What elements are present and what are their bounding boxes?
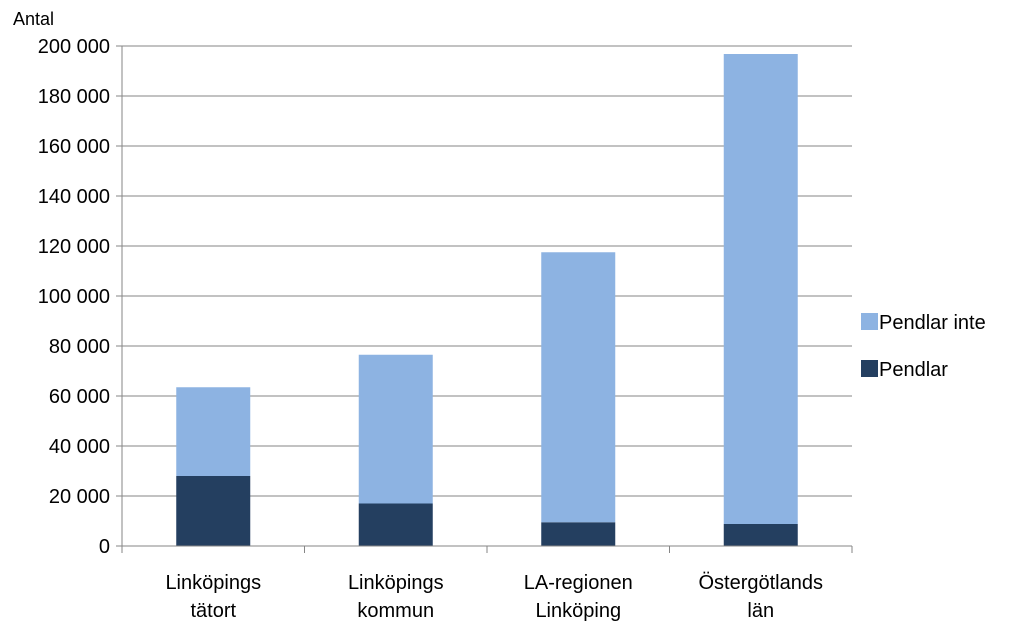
- bar-pendlar-inte-1: [176, 387, 251, 476]
- y-tick-label: 40 000: [49, 436, 110, 458]
- y-tick-label: 200 000: [38, 36, 110, 58]
- legend: Pendlar inte Pendlar: [861, 312, 986, 381]
- legend-swatch: [861, 360, 878, 377]
- legend-swatch: [861, 313, 878, 330]
- x-axis-labels: Linköpings tätort Linköpings kommun LA-regio…: [165, 572, 823, 622]
- bar-pendlar-inte-3: [541, 252, 616, 523]
- y-tick-label: 0: [99, 536, 110, 558]
- y-axis-ticks: 0 20 000 40 000 60 000 80 000 100 000 120 000 1…: [38, 36, 122, 558]
- y-tick-label: 180 000: [38, 86, 110, 108]
- bar-pendlar-3: [541, 522, 616, 546]
- y-tick-label: 160 000: [38, 136, 110, 158]
- x-category-label: Linköpings tätort: [165, 572, 261, 622]
- legend-label: Pendlar inte: [879, 312, 986, 334]
- y-tick-label: 80 000: [49, 336, 110, 358]
- y-tick-label: 140 000: [38, 186, 110, 208]
- bar-pendlar-1: [176, 476, 251, 546]
- x-category-label: Östergötlands län: [698, 572, 823, 622]
- bar-pendlar-4: [723, 524, 798, 546]
- bars: [176, 54, 798, 546]
- axes: [121, 46, 853, 553]
- bar-pendlar-2: [358, 503, 433, 546]
- bar-pendlar-inte-2: [358, 354, 433, 504]
- y-tick-label: 100 000: [38, 286, 110, 308]
- legend-label: Pendlar: [879, 359, 948, 381]
- y-tick-label: 120 000: [38, 236, 110, 258]
- bar-pendlar-inte-4: [723, 54, 798, 524]
- y-axis-title: Antal: [13, 9, 54, 29]
- y-tick-label: 20 000: [49, 486, 110, 508]
- x-category-label: LA-regionen Linköping: [524, 572, 633, 622]
- y-tick-label: 60 000: [49, 386, 110, 408]
- x-category-label: Linköpings kommun: [348, 572, 444, 622]
